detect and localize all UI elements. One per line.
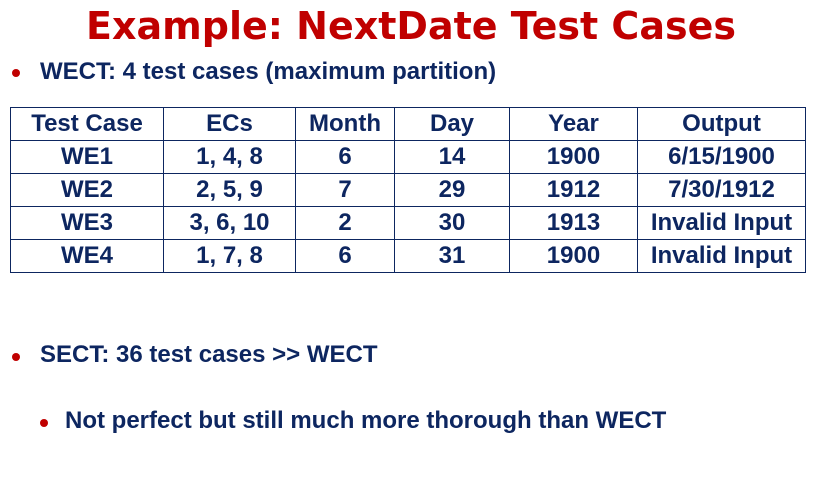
cell-ecs: 3, 6, 10: [163, 206, 296, 240]
cell-test-case: WE4: [10, 239, 164, 273]
cell-month: 2: [295, 206, 395, 240]
cell-ecs: 1, 7, 8: [163, 239, 296, 273]
header-ecs: ECs: [163, 107, 296, 141]
header-output: Output: [637, 107, 806, 141]
cell-month: 6: [295, 239, 395, 273]
cell-year: 1913: [509, 206, 638, 240]
cell-output: Invalid Input: [637, 206, 806, 240]
cell-test-case: WE2: [10, 173, 164, 207]
slide-title: Example: NextDate Test Cases: [86, 4, 736, 48]
cell-year: 1900: [509, 140, 638, 174]
cell-ecs: 2, 5, 9: [163, 173, 296, 207]
cell-day: 30: [394, 206, 510, 240]
header-month: Month: [295, 107, 395, 141]
table-row: WE3 3, 6, 10 2 30 1913 Invalid Input: [10, 206, 806, 240]
cell-day: 14: [394, 140, 510, 174]
header-year: Year: [509, 107, 638, 141]
table-header-row: Test Case ECs Month Day Year Output: [10, 107, 806, 141]
cell-month: 7: [295, 173, 395, 207]
cell-test-case: WE3: [10, 206, 164, 240]
bullet-sect: SECT: 36 test cases >> WECT: [12, 339, 377, 371]
bullet-sect-text: SECT: 36 test cases >> WECT: [40, 341, 378, 368]
cell-output: Invalid Input: [637, 239, 806, 273]
bullet-sub-text: Not perfect but still much more thorough…: [65, 407, 667, 434]
cell-test-case: WE1: [10, 140, 164, 174]
table-row: WE4 1, 7, 8 6 31 1900 Invalid Input: [10, 239, 806, 273]
bullet-wect: WECT: 4 test cases (maximum partition): [12, 56, 496, 88]
cell-day: 29: [394, 173, 510, 207]
header-day: Day: [394, 107, 510, 141]
bullet-wect-text: WECT: 4 test cases (maximum partition): [40, 58, 497, 85]
test-case-table: Test Case ECs Month Day Year Output WE1 …: [10, 107, 806, 273]
bullet-dot-icon: [12, 353, 20, 361]
cell-ecs: 1, 4, 8: [163, 140, 296, 174]
header-test-case: Test Case: [10, 107, 164, 141]
cell-output: 7/30/1912: [637, 173, 806, 207]
table-row: WE2 2, 5, 9 7 29 1912 7/30/1912: [10, 173, 806, 207]
cell-output: 6/15/1900: [637, 140, 806, 174]
bullet-dot-icon: [40, 419, 48, 427]
cell-day: 31: [394, 239, 510, 273]
bullet-sub: Not perfect but still much more thorough…: [40, 405, 765, 437]
cell-year: 1900: [509, 239, 638, 273]
bullet-dot-icon: [12, 69, 20, 77]
cell-month: 6: [295, 140, 395, 174]
table-row: WE1 1, 4, 8 6 14 1900 6/15/1900: [10, 140, 806, 174]
cell-year: 1912: [509, 173, 638, 207]
